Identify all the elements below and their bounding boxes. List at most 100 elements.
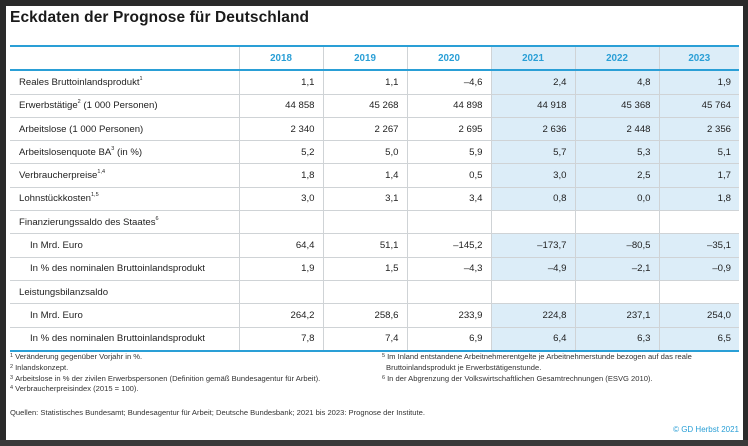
value-cell: 44 898 [406,93,491,118]
value-cell: 5,1 [658,140,739,164]
table-body: Reales Bruttoinlandsprodukt1 1,1 1,1 –4,6 2,… [10,69,739,352]
value-cell: 64,4 [238,233,323,258]
value-cell [574,279,659,304]
value-cell [322,210,407,234]
footnote: 1 Veränderung gegenüber Vorjahr in %. [10,352,143,361]
value-cell: 1,5 [322,256,407,281]
value-cell: 1,4 [322,163,407,188]
value-cell: 1,1 [238,69,323,95]
value-cell: –145,2 [406,233,491,258]
value-cell: 2,5 [574,163,659,188]
value-cell: 2 356 [658,116,739,141]
value-cell: 5,0 [322,140,407,164]
value-cell: 1,8 [238,163,323,188]
value-cell: 2 267 [322,116,407,141]
footnote: 6 In der Abgrenzung der Volkswirtschaftli… [382,373,653,383]
value-cell: 4,8 [574,69,659,95]
table-row: Arbeitslose (1 000 Personen) 2 340 2 267 2 … [10,116,739,141]
value-cell [658,279,739,304]
value-cell [574,210,659,234]
value-cell: –2,1 [574,256,659,281]
value-cell: 45 764 [658,93,739,118]
value-cell: 0,0 [574,186,659,211]
value-cell: 51,1 [322,233,407,258]
value-cell: 5,3 [574,140,659,164]
value-cell: 44 918 [490,93,575,118]
value-cell: 3,4 [406,186,491,211]
value-cell: 1,1 [322,69,407,95]
value-cell: 1,9 [658,69,739,95]
footnote: 4 Verbraucherpreisindex (2015 = 100). [10,384,139,394]
value-cell: 6,9 [406,326,491,352]
value-cell: 7,4 [322,326,407,352]
value-cell: 6,4 [490,326,575,352]
value-cell: 45 368 [574,93,659,118]
value-cell: 1,7 [658,163,739,188]
sources-note: Quellen: Statistisches Bundesamt; Bundes… [10,408,425,417]
table-row: Reales Bruttoinlandsprodukt1 1,1 1,1 –4,6 2,… [10,69,739,95]
value-cell: –4,6 [406,69,491,95]
value-cell: –80,5 [574,233,659,258]
value-cell: 5,2 [238,140,323,164]
value-cell: 258,6 [322,303,407,328]
header-label-cell [10,44,239,72]
value-cell: 254,0 [658,303,739,328]
value-cell [238,210,323,234]
table-header-row: 2018 2019 2020 2021 2022 2023 [10,44,739,72]
forecast-card: Eckdaten der Prognose für Deutschland 20… [6,6,743,440]
footnote: 3 Arbeitslose in % der zivilen Erwerbsper… [10,373,321,383]
value-cell: 2,4 [490,69,575,95]
table-row: In % des nominalen Bruttoinlandsprodukt 7… [10,326,739,352]
table-row: In Mrd. Euro 64,4 51,1 –145,2 –173,7 –80,5 –35… [10,233,739,258]
value-cell: 6,5 [658,326,739,352]
footnotes-left: 1 Veränderung gegenüber Vorjahr in %. 2 In… [10,352,320,395]
year-header-forecast: 2021 [490,44,575,72]
value-cell: –4,3 [406,256,491,281]
value-cell: 224,8 [490,303,575,328]
value-cell: 6,3 [574,326,659,352]
value-cell: –35,1 [658,233,739,258]
footnote: 5 Im Inland entstandene Arbeitnehmerentge… [382,352,692,361]
table-row: Erwerbstätige2 (1 000 Personen) 44 858 45 … [10,93,739,118]
table-row: In % des nominalen Bruttoinlandsprodukt 1… [10,256,739,281]
value-cell [658,210,739,234]
value-cell: 45 268 [322,93,407,118]
footnote: Bruttoinlandsprodukt je Erwerbstätigenst… [386,362,542,372]
value-cell: 0,8 [490,186,575,211]
row-label: In Mrd. Euro [10,303,239,328]
value-cell: 2 448 [574,116,659,141]
value-cell: 264,2 [238,303,323,328]
footnote: 2 Inlandskonzept. [10,362,69,372]
table-row: Leistungsbilanzsaldo [10,279,739,304]
copyright: © GD Herbst 2021 [673,425,739,434]
value-cell: 2 340 [238,116,323,141]
row-label: Leistungsbilanzsaldo [10,279,239,304]
value-cell: 2 695 [406,116,491,141]
value-cell: 44 858 [238,93,323,118]
table-row: Finanzierungssaldo des Staates6 [10,210,739,234]
value-cell [490,279,575,304]
row-label: Reales Bruttoinlandsprodukt1 [10,69,239,95]
forecast-table: 2018 2019 2020 2021 2022 2023 Reales Bru… [10,44,739,352]
footnotes-right: 5 Im Inland entstandene Arbeitnehmerentge… [382,352,692,384]
value-cell: 5,7 [490,140,575,164]
row-label: In % des nominalen Bruttoinlandsprodukt [10,326,239,352]
row-label: Arbeitslosenquote BA3 (in %) [10,140,239,164]
value-cell: 3,0 [238,186,323,211]
page-title: Eckdaten der Prognose für Deutschland [10,9,310,26]
value-cell [322,279,407,304]
year-header: 2019 [322,44,407,72]
background-strip [0,440,748,446]
value-cell [238,279,323,304]
value-cell: 0,5 [406,163,491,188]
value-cell: 1,9 [238,256,323,281]
year-header-forecast: 2022 [574,44,659,72]
table-row: In Mrd. Euro 264,2 258,6 233,9 224,8 237,1 254… [10,303,739,328]
value-cell: 5,9 [406,140,491,164]
row-label: Verbraucherpreise1,4 [10,163,239,188]
year-header: 2020 [406,44,491,72]
row-label: In % des nominalen Bruttoinlandsprodukt [10,256,239,281]
row-label: Finanzierungssaldo des Staates6 [10,210,239,234]
value-cell [406,279,491,304]
row-label: In Mrd. Euro [10,233,239,258]
